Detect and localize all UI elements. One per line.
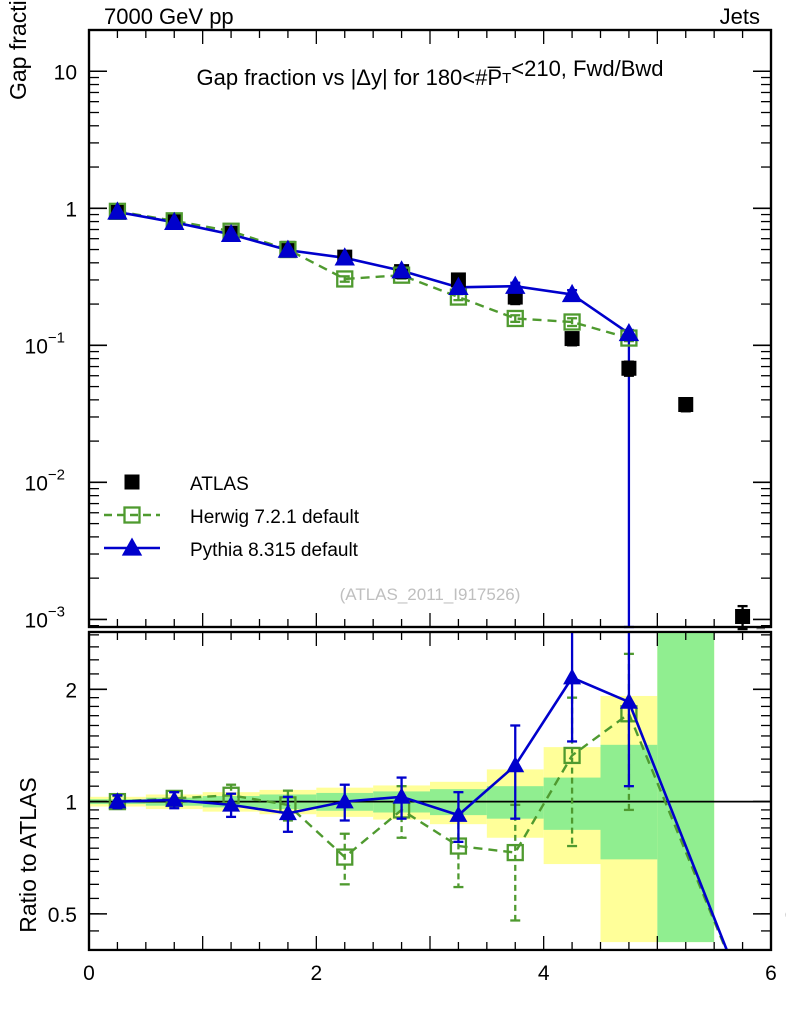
x-axis-tick-label: 6 [765, 962, 777, 985]
main-plot-panel: 10 1 10−1 10−2 10−3 [25, 28, 773, 632]
main-y-tick-label: 10−2 [25, 466, 65, 495]
legend: ATLAS Herwig 7.2.1 default Pythia 8.315 de… [104, 474, 360, 561]
main-y-tick-label: 10−1 [25, 329, 65, 358]
pythia-main-marker [618, 322, 640, 342]
legend-label: ATLAS [190, 474, 249, 495]
pythia-main-marker [277, 239, 299, 258]
pythia-main-marker [448, 276, 469, 295]
pythia-main-marker [164, 211, 185, 230]
pythia-ratio-marker [392, 787, 411, 804]
herwig-main-marker [506, 309, 524, 328]
main-y-tick-label: 1 [65, 198, 77, 221]
ratio-y-axis-title: Ratio to ATLAS [15, 777, 41, 933]
ratio-y-tick-label: 1 [65, 792, 77, 815]
legend-marker-atlas [124, 474, 140, 490]
pythia-main-line [117, 210, 630, 335]
ratio-y-tick-label: 2 [65, 679, 77, 702]
herwig-main-marker [563, 313, 581, 331]
pythia-ratio-marker [506, 756, 525, 773]
x-axis-tick-label: 2 [310, 962, 322, 985]
ratio-panel-frame-top [87, 630, 773, 952]
main-y-tick-label: 10−2 [25, 466, 65, 495]
legend-item: Pythia 8.315 default [104, 537, 359, 561]
main-y-tick-label: 10−3 [25, 603, 65, 632]
herwig-ratio-marker [506, 843, 524, 862]
legend-label: Pythia 8.315 default [190, 540, 359, 561]
pythia-ratio-marker [108, 792, 127, 809]
ratio-clip-mask [0, 951, 786, 1024]
main-y-tick-label: 1 [65, 198, 77, 221]
pythia-ratio-marker [278, 804, 297, 821]
main-y-tick-label: 10 [54, 61, 77, 84]
herwig-ratio-marker [563, 746, 581, 765]
pythia-ratio-marker [449, 805, 468, 822]
pythia-main-marker [391, 260, 412, 279]
pythia-main-marker [220, 223, 242, 243]
legend-marker-pythia [121, 537, 143, 556]
pythia-ratio-marker [165, 790, 184, 807]
pythia-ratio-marker [619, 692, 638, 709]
ratio-plot-panel: 22110.50.502460246 [0, 630, 786, 1024]
plot-title-tail: <210, Fwd/Bwd [511, 56, 663, 81]
x-axis-tick-label: 4 [538, 962, 550, 985]
legend-marker-herwig [123, 506, 141, 524]
herwig-ratio-marker [336, 848, 354, 866]
plot-title-sub: T [502, 70, 511, 87]
atlas-main-marker [621, 360, 637, 376]
pythia-ratio-marker [335, 792, 354, 809]
main-panel-frame-top [87, 28, 773, 629]
pythia-main-marker [334, 247, 355, 266]
pythia-main-marker [561, 283, 583, 303]
pythia-ratio-marker [222, 795, 241, 812]
main-panel-frame [87, 28, 773, 629]
x-axis-tick-label: 0 [83, 962, 95, 985]
pythia-main-marker [107, 201, 128, 220]
herwig-main-marker [336, 270, 354, 288]
legend-item: ATLAS [124, 474, 249, 495]
legend-item: Herwig 7.2.1 default [104, 506, 360, 528]
ratio-uncertainty-band-inner [657, 632, 715, 943]
main-y-tick-label: 10 [54, 61, 77, 84]
main-y-tick-label: 10−3 [25, 603, 65, 632]
atlas-main-marker [735, 608, 751, 624]
legend-label: Herwig 7.2.1 default [190, 507, 360, 528]
plot-title: Gap fraction vs |Δy| for 180<#P̅T<210, F… [197, 56, 664, 90]
dataset-watermark: (ATLAS_2011_I917526) [340, 585, 521, 604]
header-left-label: 7000 GeV pp [104, 4, 234, 29]
pythia-ratio-marker [563, 668, 582, 685]
ratio-y-tick-label: 0.5 [48, 904, 77, 927]
plot-title-main: Gap fraction vs |Δy| for 180<#P [197, 65, 503, 90]
main-y-tick-label: 10−1 [25, 329, 65, 358]
atlas-main-marker [678, 396, 694, 412]
header-right-label: Jets [720, 4, 760, 29]
atlas-main-marker [564, 331, 580, 347]
pythia-main-marker [505, 275, 526, 294]
main-y-axis-title: Gap fraction [5, 0, 31, 100]
